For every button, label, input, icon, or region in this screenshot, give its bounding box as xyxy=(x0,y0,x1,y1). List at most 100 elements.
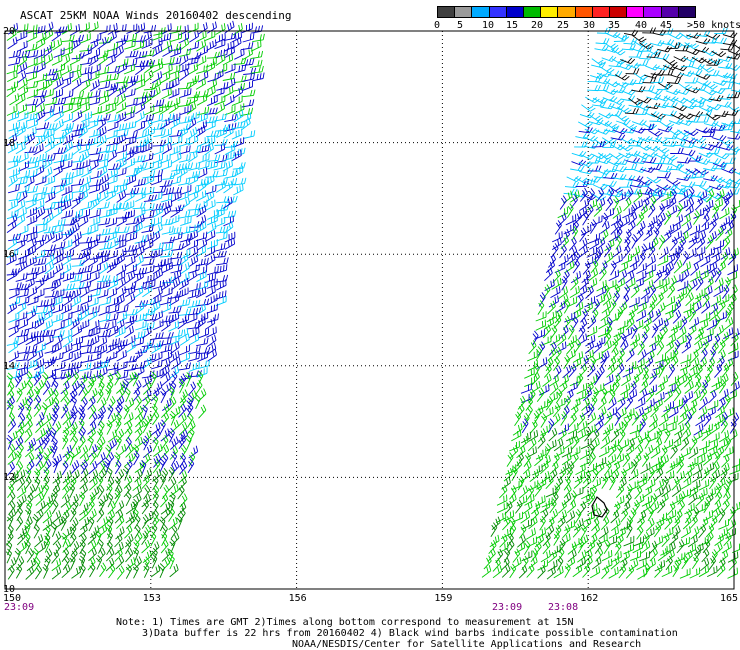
wind-barb xyxy=(25,371,33,386)
wind-barb xyxy=(585,381,594,396)
wind-barb xyxy=(122,465,130,481)
wind-barb xyxy=(232,165,244,178)
wind-barb xyxy=(535,448,547,460)
wind-barb xyxy=(134,79,146,91)
wind-barb xyxy=(70,295,82,308)
wind-barb xyxy=(204,142,214,156)
wind-barb xyxy=(53,241,66,250)
wind-barb xyxy=(640,286,651,300)
wind-barb xyxy=(196,112,208,123)
wind-barb xyxy=(62,294,73,307)
wind-barb xyxy=(17,380,27,394)
wind-barb xyxy=(687,323,697,338)
wind-barb xyxy=(643,270,654,282)
wind-barb xyxy=(252,33,265,43)
wind-barb xyxy=(726,53,740,60)
wind-barb xyxy=(706,148,721,155)
wind-barb xyxy=(680,261,691,274)
wind-barb xyxy=(78,208,90,220)
wind-barb xyxy=(241,58,255,67)
wind-barb xyxy=(610,428,620,443)
wind-barb xyxy=(7,36,18,50)
wind-barb xyxy=(694,326,705,340)
wind-barb xyxy=(15,199,26,212)
wind-barb xyxy=(652,308,662,323)
wind-barb xyxy=(15,238,26,251)
wind-barb xyxy=(206,160,219,170)
wind-barb xyxy=(610,48,626,56)
wind-barb xyxy=(553,531,560,546)
wind-barb xyxy=(575,463,586,475)
wind-barb xyxy=(608,566,619,579)
wind-barb xyxy=(527,485,534,500)
wind-barb xyxy=(691,100,706,108)
wind-barb xyxy=(33,402,42,417)
wind-barb xyxy=(15,499,23,514)
wind-barb xyxy=(61,89,74,100)
wind-barb xyxy=(621,500,631,515)
wind-barb xyxy=(171,269,182,282)
wind-barb xyxy=(61,547,70,562)
wind-barb xyxy=(53,119,64,132)
wind-barb xyxy=(90,197,100,210)
wind-barb xyxy=(187,134,199,146)
wind-barb xyxy=(8,174,18,187)
wind-barb xyxy=(196,316,206,330)
wind-barb xyxy=(521,418,529,434)
wind-barb xyxy=(123,475,133,489)
wind-barb xyxy=(141,474,150,489)
wind-barb xyxy=(614,541,622,556)
wind-barb xyxy=(89,469,99,483)
wind-barb xyxy=(70,411,77,427)
wind-barb xyxy=(79,33,91,44)
wind-barb xyxy=(53,154,66,164)
wind-barb xyxy=(559,195,567,210)
wind-barb xyxy=(169,258,182,267)
wind-barb xyxy=(537,428,547,443)
wind-barb xyxy=(242,47,253,60)
wind-barb xyxy=(597,534,608,546)
wind-barb xyxy=(545,396,553,411)
wind-barb xyxy=(43,356,58,364)
wind-barb xyxy=(641,371,649,386)
wind-barb xyxy=(152,261,163,275)
wind-barb xyxy=(97,405,107,420)
wind-barb xyxy=(603,243,612,258)
wind-barb xyxy=(667,129,683,136)
wind-barb xyxy=(670,188,677,204)
wind-barb xyxy=(96,428,103,444)
wind-barb xyxy=(225,77,236,90)
wind-barb xyxy=(114,123,128,132)
wind-barb xyxy=(685,116,700,123)
wind-barb xyxy=(681,102,697,110)
wind-barb xyxy=(106,207,118,218)
wind-barb xyxy=(168,466,175,482)
wind-barb xyxy=(26,57,38,68)
wind-barb xyxy=(132,221,143,235)
wind-barb xyxy=(646,176,662,184)
wind-barb xyxy=(7,418,16,433)
wind-barb xyxy=(649,493,658,508)
wind-barb xyxy=(519,524,527,539)
wind-barb xyxy=(7,159,19,170)
wind-barb xyxy=(676,539,685,554)
wind-barb xyxy=(151,99,165,108)
wind-barb xyxy=(152,145,164,156)
wind-barb xyxy=(614,411,622,427)
wind-barb xyxy=(677,280,689,292)
wind-barb xyxy=(196,39,207,52)
wind-barb xyxy=(702,452,713,466)
wind-barb xyxy=(97,217,111,226)
wind-barb xyxy=(591,556,602,570)
wind-barb xyxy=(159,296,172,306)
wind-barb xyxy=(718,93,734,100)
wind-barb xyxy=(673,259,683,274)
wind-barb xyxy=(123,412,134,425)
wind-barb xyxy=(677,367,688,380)
wind-barb xyxy=(105,547,115,562)
wind-barb xyxy=(590,219,597,234)
note-line-2: 3)Data buffer is 22 hrs from 20160402 4)… xyxy=(142,628,678,639)
wind-barb xyxy=(26,31,38,43)
wind-barb xyxy=(135,62,145,76)
wind-barb xyxy=(543,363,552,378)
